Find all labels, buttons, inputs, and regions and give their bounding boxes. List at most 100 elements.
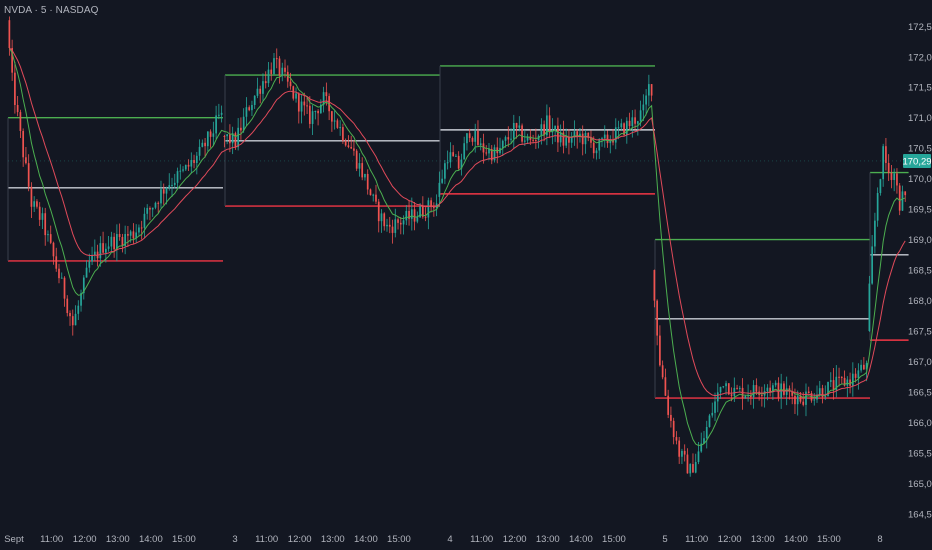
candle-body [785,388,788,395]
y-tick-label: 167,50 [908,326,932,337]
candle-body [904,191,907,196]
candle-body [11,48,13,73]
candle-body [565,137,568,146]
y-tick-label: 168,00 [908,296,932,307]
x-tick-label: 12:00 [503,534,527,545]
candle-body [190,160,193,167]
candle-body [546,115,548,136]
x-tick-label: 12:00 [718,534,742,545]
candle-body [821,388,824,398]
candle-body [135,232,138,239]
candle-body [791,391,794,396]
candle-body [617,127,620,129]
candle-body [722,386,725,388]
candle-body [223,135,226,137]
candle-body [44,213,47,236]
candle-body [38,206,41,220]
candle-body [306,105,308,107]
candle-body [308,105,311,124]
candle-body [824,396,827,398]
candle-body [554,125,557,131]
candle-body [253,95,256,105]
candle-body [725,383,727,387]
candle-body [708,415,711,428]
candle-body [347,145,350,147]
candle-body [772,385,774,392]
candle-body [193,160,195,163]
candle-body [289,81,292,87]
candle-body [237,127,240,148]
candle-body [769,387,772,392]
candle-body [703,438,705,444]
x-tick-label: 14:00 [354,534,378,545]
x-tick-label: 11:00 [685,534,708,545]
candle-body [747,395,749,397]
candle-body [592,142,595,154]
candle-body [372,194,375,196]
candle-body [468,133,471,138]
candle-body [8,20,11,49]
candle-body [504,137,507,141]
candle-body [430,200,432,208]
candle-body [49,234,52,243]
candle-body [625,120,628,135]
candle-body [242,116,245,131]
candle-body [248,107,251,111]
candle-body [705,427,708,439]
candle-body [738,387,741,389]
candle-body [206,131,209,147]
candle-body [275,58,278,60]
candle-body [416,217,419,222]
candle-body [154,202,157,208]
candle-body [195,155,198,163]
x-tick-label: 13:00 [106,534,130,545]
candle-body [184,164,187,170]
candle-body [477,130,479,145]
y-tick-label: 165,00 [908,479,932,490]
candle-body [405,210,408,221]
candle-body [752,385,755,398]
candle-body [559,132,562,143]
candle-body [603,134,606,139]
ema-slow-line [9,47,906,397]
candle-body [91,255,93,262]
symbol-title: NVDA · 5 · NASDAQ [4,5,99,16]
candle-body [741,387,744,399]
candle-body [719,387,722,393]
candle-body [77,305,80,314]
candle-body [521,125,523,142]
candle-body [471,137,474,142]
candle-body [656,300,658,336]
candle-body [587,132,590,138]
candle-body [58,268,60,279]
candle-body [22,130,25,158]
x-tick-label: 13:00 [536,534,560,545]
candle-body [510,138,512,140]
candle-body [441,178,443,183]
candle-body [187,164,190,167]
x-tick-label: 14:00 [139,534,163,545]
x-tick-label: 14:00 [569,534,593,545]
candle-body [466,133,468,144]
candle-body [273,58,275,74]
candle-body [711,412,714,416]
candle-body [744,395,747,399]
candle-body [300,101,303,112]
candle-body [601,138,603,140]
candle-body [609,140,612,144]
candle-body [686,454,689,474]
candle-body [460,159,463,169]
candle-body [85,267,88,278]
candle-body [182,169,184,171]
candle-body [284,67,286,72]
candle-body [303,101,306,106]
candle-body [885,146,887,163]
candle-body [413,209,416,222]
candle-body [319,104,322,114]
candle-body [27,163,30,187]
candle-body [33,201,36,207]
candle-body [898,185,901,211]
candle-body [262,81,264,94]
